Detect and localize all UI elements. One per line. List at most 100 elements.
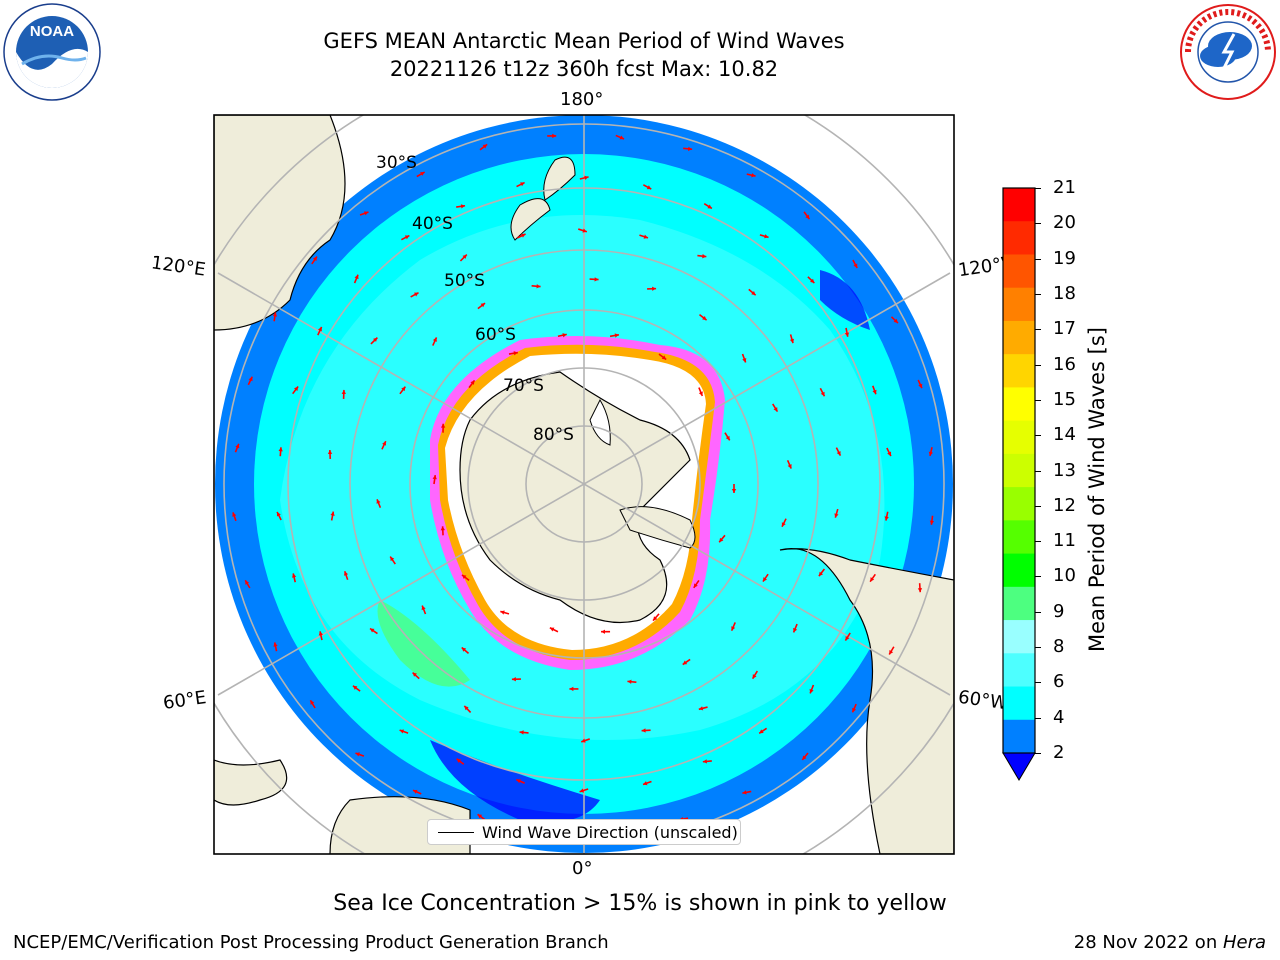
- wind-arrow-head: [918, 383, 923, 389]
- footer-branch: NCEP/EMC/Verification Post Processing Pr…: [13, 932, 609, 953]
- wind-arrow-head: [594, 277, 599, 282]
- colorbar-tick-label: 4: [1053, 706, 1065, 728]
- wind-arrow-head: [719, 537, 724, 543]
- colorbar-tick-mark: [1035, 329, 1041, 331]
- lat-label-80s: 80°S: [533, 425, 574, 445]
- colorbar-tick-label: 10: [1053, 565, 1076, 587]
- wind-arrow-head: [742, 790, 747, 795]
- antarctic-map: [213, 114, 955, 855]
- wind-arrow-head: [929, 520, 935, 525]
- wind-arrow-head: [643, 781, 648, 786]
- wind-arrow-head: [480, 303, 486, 308]
- wind-arrow-head: [702, 759, 708, 764]
- wind-arrow-head: [536, 284, 541, 289]
- wind-arrow-head: [404, 235, 410, 240]
- footer-host: Hera: [1222, 932, 1266, 953]
- madagascar: [214, 759, 288, 806]
- wind-arrow-head: [853, 263, 858, 268]
- wind-arrow-head: [291, 573, 297, 578]
- wind-arrow-head: [872, 389, 877, 395]
- new-zealand-south: [510, 198, 551, 241]
- wind-arrow-head: [793, 627, 798, 633]
- wind-arrow-head: [742, 358, 747, 363]
- wind-arrow-head: [461, 574, 467, 580]
- colorbar-tick-mark: [1035, 611, 1041, 613]
- wind-arrow-head: [870, 577, 875, 582]
- wind-arrow-head: [235, 443, 240, 449]
- wind-arrow-head: [614, 333, 619, 338]
- wind-arrow-head: [834, 513, 839, 518]
- south-america: [779, 548, 954, 854]
- wind-arrow-head: [460, 204, 466, 209]
- colorbar-tick-label: 8: [1053, 636, 1065, 658]
- colorbar-tick-mark: [1035, 364, 1041, 366]
- colorbar-tick-mark: [1035, 717, 1041, 719]
- colorbar-tick-label: 6: [1053, 671, 1065, 693]
- australia: [214, 115, 346, 331]
- colorbar-band: [1003, 586, 1035, 621]
- legend-label: Wind Wave Direction (unscaled): [482, 822, 738, 842]
- wind-arrow-head: [464, 705, 469, 711]
- colorbar-tick-label: 14: [1053, 424, 1076, 446]
- wind-arrow-head: [312, 256, 317, 261]
- colorbar-tick-mark: [1035, 293, 1041, 295]
- colorbar-tick-mark: [1035, 647, 1041, 649]
- wind-arrow-head: [272, 312, 278, 317]
- wind-arrow-head: [752, 674, 757, 679]
- colorbar-tick-mark: [1035, 435, 1041, 437]
- wind-arrow-head: [759, 729, 764, 734]
- wind-arrow-head: [789, 338, 795, 344]
- colorbar-tick-label: 19: [1053, 247, 1076, 269]
- colorbar-tick-label: 9: [1053, 600, 1065, 622]
- wind-arrow-head: [420, 172, 425, 176]
- colorbar-band: [1003, 453, 1035, 488]
- colorbar-tick-mark: [1035, 541, 1041, 543]
- wind-arrow-head: [887, 451, 892, 457]
- wind-arrow-head: [884, 516, 889, 521]
- wind-arrow-head: [787, 464, 792, 469]
- wind-arrow-head: [731, 626, 736, 631]
- map-subtitle: 20221126 t12z 360h fcst Max: 10.82: [389, 57, 779, 81]
- wind-arrow-head: [421, 605, 426, 611]
- wind-arrow-head: [412, 672, 417, 677]
- colorbar: [1002, 187, 1036, 781]
- lat-label-70s: 70°S: [503, 376, 544, 396]
- wind-arrow-head: [641, 728, 646, 733]
- colorbar-tick-mark: [1035, 188, 1041, 189]
- wind-arrow-head: [731, 489, 737, 493]
- wind-arrow-head: [318, 631, 323, 636]
- wind-arrow-head: [432, 337, 437, 342]
- wind-arrow-head: [440, 423, 446, 428]
- wind-arrow-head: [693, 583, 698, 588]
- wind-arrow-head: [852, 707, 857, 713]
- wind-arrow-head: [482, 144, 488, 149]
- lat-label-60s: 60°S: [475, 325, 516, 345]
- wind-arrow-head: [354, 274, 359, 280]
- wind-arrow-head: [707, 204, 712, 209]
- wind-arrow-head: [399, 729, 405, 734]
- colorbar-tick-label: 20: [1053, 212, 1076, 234]
- wind-arrow-head: [310, 700, 315, 705]
- colorbar-band: [1003, 420, 1035, 455]
- colorbar-tick-label: 12: [1053, 494, 1076, 516]
- deep-blue-patch-2: [820, 270, 870, 330]
- colorbar-band: [1003, 686, 1035, 721]
- wind-arrow-head: [809, 688, 814, 694]
- wind-arrow-head: [836, 451, 841, 456]
- wind-arrow-head: [294, 386, 299, 391]
- wind-arrow-head: [373, 337, 378, 342]
- wind-arrow-head: [511, 677, 516, 682]
- wind-arrow-head: [352, 685, 358, 690]
- wind-arrow-head: [698, 391, 703, 396]
- wind-arrow-head: [341, 389, 346, 394]
- wind-arrow-head: [461, 647, 467, 652]
- wind-arrow-head: [401, 386, 406, 392]
- wind-arrow-head: [278, 447, 283, 452]
- wind-arrow-head: [652, 286, 657, 291]
- colorbar-band: [1003, 520, 1035, 555]
- wind-arrow-head: [646, 185, 652, 190]
- wind-arrow-head: [781, 522, 786, 527]
- wind-arrow-head: [773, 407, 778, 412]
- wind-arrow-head: [702, 316, 707, 321]
- colorbar-band: [1003, 620, 1035, 654]
